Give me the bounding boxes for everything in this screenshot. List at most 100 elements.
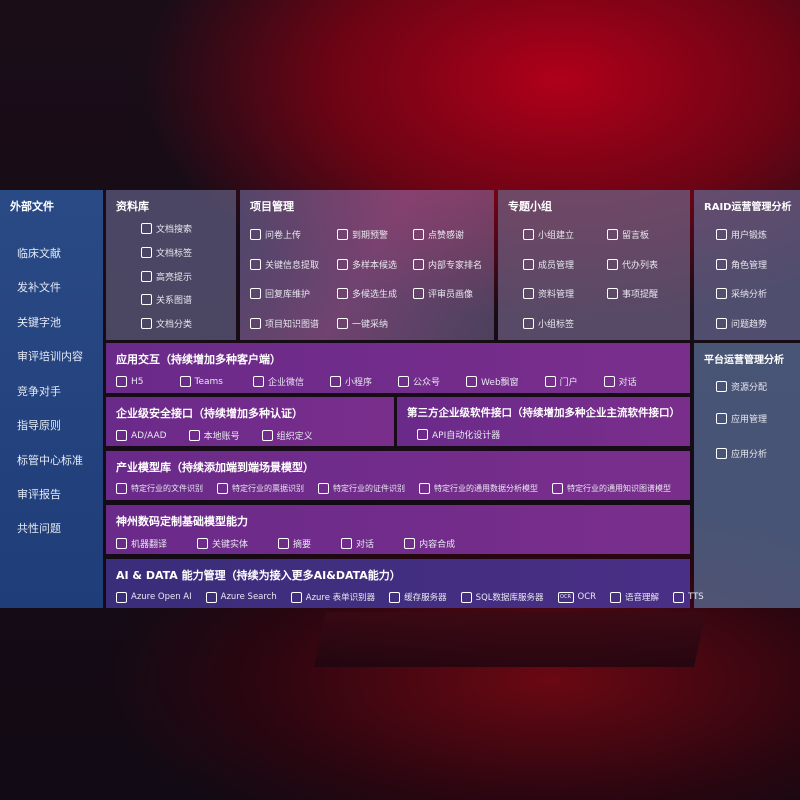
ai-item[interactable]: 缓存服务器 (389, 591, 447, 603)
item-label: 评审员画像 (428, 290, 474, 300)
item-label: 采纳分析 (731, 290, 768, 300)
ai-item[interactable]: TTS (673, 591, 704, 603)
item-label: TTS (688, 592, 704, 602)
app-interaction-panel: 应用交互（持续增加多种客户端） H5 Teams 企业微信 小程序 公众号 We… (106, 343, 690, 393)
external-item[interactable]: 审评报告 (17, 488, 61, 501)
library-panel: 资料库 文档搜索 文档标签 高亮提示 关系图谱 文档分类 (106, 190, 236, 340)
app-item[interactable]: 企业微信 (252, 375, 304, 388)
library-item[interactable]: 高亮提示 (141, 270, 192, 283)
platform-item[interactable]: 应用分析 (716, 447, 767, 460)
project-item[interactable]: 关键信息提取 (250, 258, 319, 271)
security-item[interactable]: AD/AAD (116, 429, 167, 442)
ai-item[interactable]: OCR OCR (557, 591, 597, 603)
base-item[interactable]: 机器翻译 (116, 537, 167, 550)
external-item[interactable]: 标管中心标准 (17, 454, 83, 467)
project-item[interactable]: 问卷上传 (250, 228, 301, 241)
project-item[interactable]: 评审员画像 (413, 287, 473, 300)
raid-item[interactable]: 问题趋势 (716, 317, 767, 330)
base-item[interactable]: 对话 (341, 537, 374, 550)
item-label: 组织定义 (276, 432, 313, 442)
item-label: OCR (577, 592, 597, 602)
group-item[interactable]: 小组标签 (523, 317, 574, 330)
base-item[interactable]: 关键实体 (197, 537, 248, 550)
project-item[interactable]: 项目知识图谱 (250, 317, 319, 330)
panel-title: 第三方企业级软件接口（持续增加多种企业主流软件接口） (407, 407, 680, 419)
panel-title: 应用交互（持续增加多种客户端） (116, 353, 281, 366)
raid-item[interactable]: 角色管理 (716, 258, 767, 271)
base-item[interactable]: 摘要 (278, 537, 311, 550)
base-item[interactable]: 内容合成 (404, 537, 455, 550)
project-item[interactable]: 一键采纳 (337, 317, 388, 330)
project-item[interactable]: 多样本候选 (337, 258, 397, 271)
ai-data-panel: AI & DATA 能力管理（持续为接入更多AI&DATA能力） Azure O… (106, 559, 704, 608)
app-item[interactable]: 门户 (544, 375, 578, 388)
portal-user-icon (544, 376, 556, 387)
library-item[interactable]: 关系图谱 (141, 293, 192, 306)
library-item[interactable]: 文档搜索 (141, 222, 192, 235)
generate-icon (337, 288, 348, 299)
app-item[interactable]: Teams (179, 375, 223, 388)
third-party-item[interactable]: API自动化设计器 (417, 428, 500, 441)
industry-item[interactable]: 特定行业的文件识别 (116, 483, 203, 494)
external-item[interactable]: 发补文件 (17, 281, 61, 294)
id-card-icon (716, 229, 727, 240)
external-item[interactable]: 临床文献 (17, 247, 61, 260)
project-item[interactable]: 回复库维护 (250, 287, 310, 300)
item-label: 文档标签 (156, 249, 193, 259)
app-item[interactable]: 小程序 (330, 375, 372, 388)
industry-item[interactable]: 特定行业的通用知识图谱模型 (552, 483, 671, 494)
app-item[interactable]: 公众号 (398, 375, 440, 388)
translate-icon (116, 538, 127, 549)
group-item[interactable]: 资料管理 (523, 287, 574, 300)
external-item[interactable]: 关键字池 (17, 316, 61, 329)
platform-item[interactable]: 资源分配 (716, 380, 767, 393)
ai-item[interactable]: SQL数据库服务器 (460, 591, 544, 603)
html5-icon (116, 376, 127, 387)
security-item[interactable]: 组织定义 (261, 429, 313, 442)
ai-item[interactable]: Azure Open AI (116, 591, 192, 603)
platform-item[interactable]: 应用管理 (716, 412, 767, 425)
id-card-icon (318, 483, 329, 494)
item-label: 关键实体 (212, 540, 249, 550)
project-item[interactable]: 到期预警 (337, 228, 388, 241)
industry-item[interactable]: 特定行业的票据识别 (217, 483, 304, 494)
external-item[interactable]: 竞争对手 (17, 385, 61, 398)
app-item[interactable]: 对话 (603, 375, 637, 388)
base-model-panel: 神州数码定制基础模型能力 机器翻译 关键实体 摘要 对话 内容合成 (106, 505, 690, 554)
api-gear-icon (417, 429, 428, 440)
ai-item[interactable]: Azure 表单识别器 (290, 591, 375, 603)
group-item[interactable]: 成员管理 (523, 258, 574, 271)
item-label: API自动化设计器 (432, 431, 501, 441)
item-label: H5 (131, 376, 144, 387)
raid-item[interactable]: 用户锻炼 (716, 228, 767, 241)
qa-icon (716, 288, 727, 299)
item-label: 点赞感谢 (428, 231, 465, 241)
external-item[interactable]: 共性问题 (17, 522, 61, 535)
raid-item[interactable]: 采纳分析 (716, 287, 767, 300)
library-item[interactable]: 文档标签 (141, 246, 192, 259)
project-item[interactable]: 内部专家排名 (413, 258, 482, 271)
group-item[interactable]: 留言板 (607, 228, 649, 241)
project-item[interactable]: 多候选生成 (337, 287, 397, 300)
project-item[interactable]: 点赞感谢 (413, 228, 464, 241)
external-item[interactable]: 审评培训内容 (17, 350, 83, 363)
group-item[interactable]: 事项提醒 (607, 287, 658, 300)
app-item[interactable]: H5 (116, 375, 144, 388)
ai-item[interactable]: Azure Search (205, 591, 277, 603)
item-label: Web飘窗 (481, 378, 519, 388)
app-item[interactable]: Web飘窗 (466, 375, 519, 388)
industry-model-panel: 产业模型库（持续添加端到端场景模型） 特定行业的文件识别 特定行业的票据识别 特… (106, 451, 690, 500)
external-item[interactable]: 指导原则 (17, 419, 61, 432)
library-item[interactable]: 文档分类 (141, 317, 192, 330)
item-label: 代办列表 (622, 261, 659, 271)
document-icon (141, 318, 152, 329)
security-item[interactable]: 本地账号 (188, 429, 240, 442)
apps-icon (716, 413, 727, 424)
group-item[interactable]: 代办列表 (607, 258, 658, 271)
group-item[interactable]: 小组建立 (523, 228, 574, 241)
industry-item[interactable]: 特定行业的通用数据分析模型 (419, 483, 538, 494)
industry-item[interactable]: 特定行业的证件识别 (318, 483, 405, 494)
chat-users-icon (603, 376, 615, 387)
ai-item[interactable]: 语音理解 (610, 591, 659, 603)
panel-title: AI & DATA 能力管理（持续为接入更多AI&DATA能力） (116, 569, 401, 582)
